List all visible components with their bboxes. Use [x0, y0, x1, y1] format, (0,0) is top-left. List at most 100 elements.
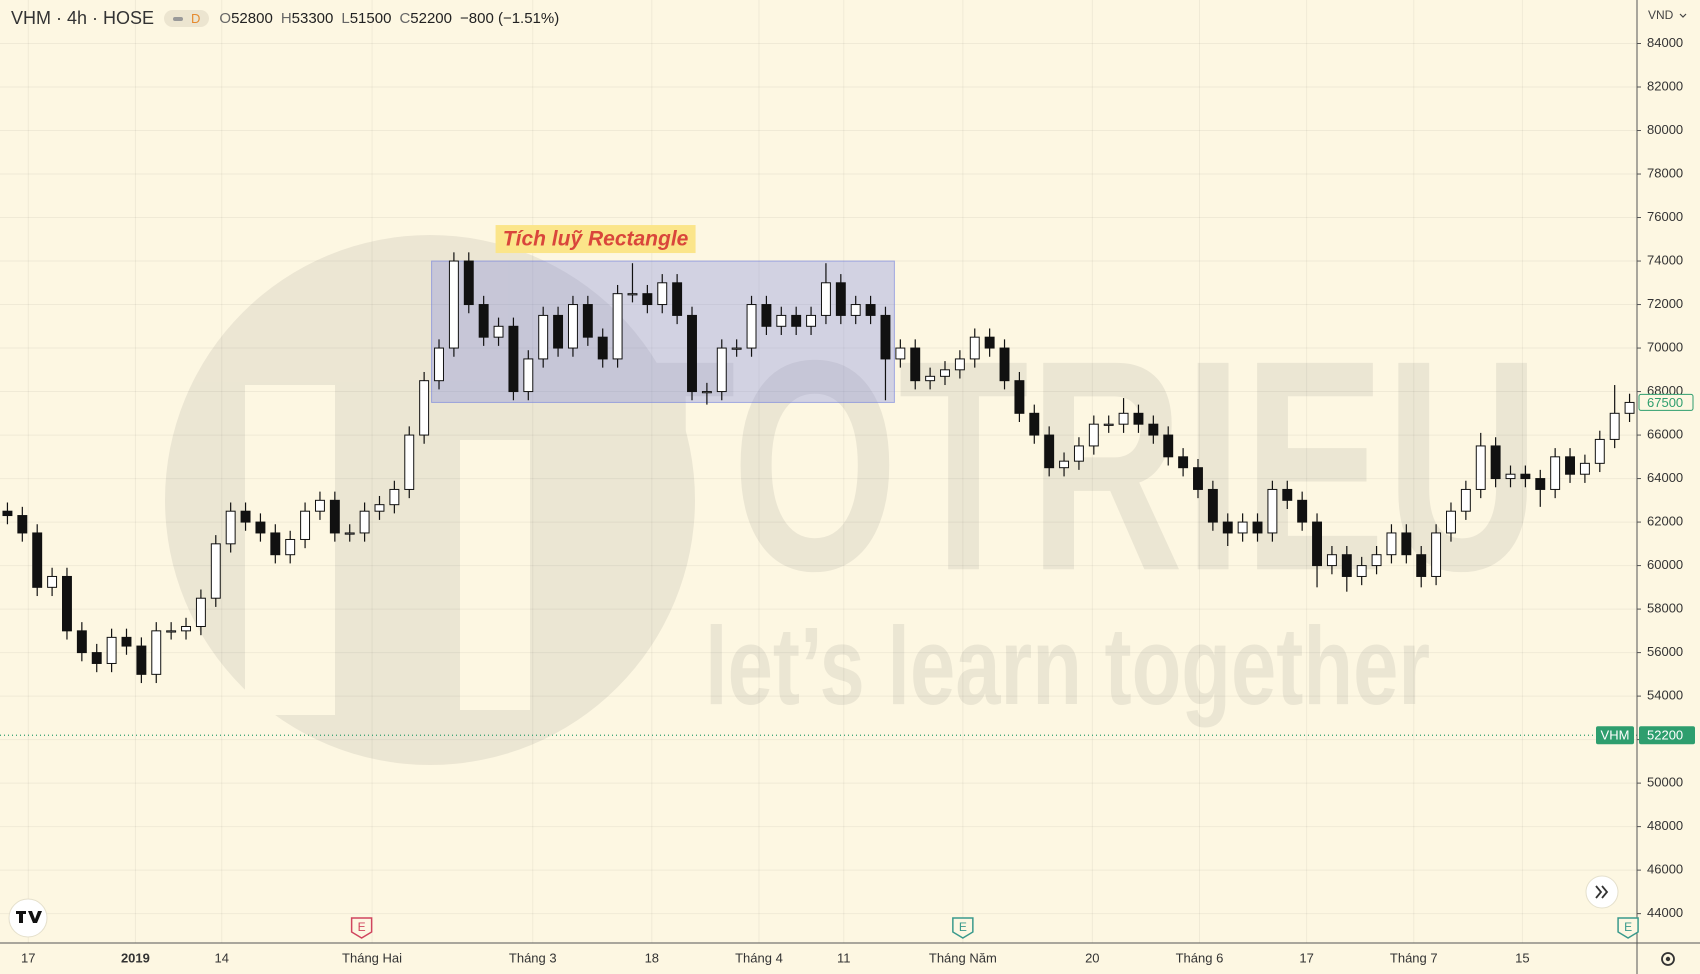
candle-body — [1148, 423, 1159, 436]
candle-body — [1401, 532, 1412, 556]
candle-body — [731, 347, 742, 350]
candle-body — [746, 304, 757, 349]
candle-body — [32, 532, 43, 588]
candle-body — [1371, 554, 1382, 567]
ohlc-key: H — [280, 10, 292, 27]
y-tick-label: 80000 — [1647, 122, 1683, 137]
candle-body — [1178, 456, 1189, 469]
currency: VND — [1648, 8, 1674, 22]
settings-icon-hub[interactable] — [1665, 956, 1671, 962]
price-line-value-bg — [1639, 726, 1695, 745]
x-tick-label: Tháng 6 — [1176, 950, 1224, 965]
candle-body — [47, 575, 58, 588]
event-label: E — [358, 920, 366, 934]
y-tick-label: 56000 — [1647, 644, 1683, 659]
candle-body — [1505, 473, 1516, 480]
candle-body — [1312, 521, 1323, 567]
candle-body — [1565, 456, 1575, 475]
ohlc-legend: O52800 H53300 L51500 C52200 −800 (−1.51%) — [219, 10, 559, 27]
settings-button[interactable] — [1661, 952, 1675, 966]
price-line-value: 52200 — [1647, 728, 1683, 743]
price-line-name: VHM — [1601, 728, 1630, 743]
candle-body — [895, 347, 906, 360]
x-tick-label: Tháng Năm — [929, 950, 997, 965]
candle-body — [419, 380, 430, 436]
candle-body — [1088, 423, 1099, 447]
ohlc-value: 51500 — [349, 10, 392, 27]
ohlc-item: L51500 — [341, 10, 391, 27]
event-label: E — [959, 920, 967, 934]
candle-body — [1535, 478, 1546, 490]
ohlc-value: 53300 — [291, 10, 334, 27]
x-tick-label: 15 — [1515, 950, 1529, 965]
candle-body — [597, 336, 608, 360]
candle-body — [820, 282, 831, 316]
candle-body — [657, 282, 668, 306]
candle-body — [1386, 532, 1397, 556]
candle-body — [166, 630, 177, 633]
x-tick-label: 20 — [1085, 950, 1099, 965]
tv-logo — [8, 898, 48, 938]
candle-body — [2, 510, 13, 517]
candle-body — [1446, 510, 1456, 534]
candle-body — [761, 304, 772, 327]
candle-body — [1103, 423, 1114, 426]
candle-body — [1059, 460, 1070, 469]
candle-body — [1431, 532, 1442, 577]
candle-body — [1207, 488, 1218, 523]
watermark-logo — [165, 235, 695, 765]
candle-body — [285, 538, 296, 556]
symbol: VHM · 4h · HOSE — [11, 8, 155, 28]
scroll-button-icon[interactable] — [1595, 885, 1609, 899]
candle-body — [1475, 445, 1486, 490]
event-marker — [952, 917, 974, 939]
y-tick-label: 54000 — [1647, 688, 1683, 703]
candle-body — [954, 358, 965, 371]
candle-body — [255, 521, 266, 534]
candle-body — [1222, 521, 1233, 534]
candle-body — [984, 336, 995, 349]
candle-body — [389, 488, 400, 506]
candle-body — [1282, 488, 1293, 501]
x-tick-label: Tháng 4 — [735, 950, 783, 965]
candle-body — [17, 515, 28, 534]
candle-body — [508, 325, 519, 393]
plot: Tích luỹ Rectangle — [0, 225, 1637, 736]
x-tick-label: Tháng 3 — [509, 950, 557, 965]
watermark-brand: TOTRIEU — [605, 297, 1540, 633]
x-tick-label: 11 — [837, 950, 851, 965]
x-tick-label: Tháng Hai — [342, 950, 402, 965]
candle-body — [1460, 488, 1471, 512]
header: VHM · 4h · HOSE D O52800 H53300 L51500 C522… — [11, 8, 559, 29]
candle-body — [374, 504, 385, 512]
candle-body — [344, 532, 355, 535]
candle-body — [300, 510, 311, 540]
candle-body — [835, 282, 846, 316]
candle-body — [91, 652, 102, 664]
settings-icon[interactable] — [1661, 952, 1675, 966]
y-tick-label: 76000 — [1647, 209, 1683, 224]
candle-body — [776, 314, 787, 327]
ohlc-change: −800 (−1.51%) — [460, 10, 560, 27]
candle-body — [523, 358, 534, 393]
ohlc-value: 52200 — [410, 10, 452, 27]
y-tick-label: 64000 — [1647, 470, 1683, 485]
candle-body — [1356, 565, 1367, 577]
badge[interactable]: D — [164, 10, 210, 27]
candle-body — [969, 336, 980, 360]
y-tick-label: 62000 — [1647, 514, 1683, 529]
scroll-button[interactable] — [1585, 875, 1619, 909]
x-tick-label: 14 — [215, 950, 229, 965]
candle-body — [925, 375, 936, 382]
candle-body — [463, 260, 474, 306]
candle-body — [493, 325, 504, 338]
badge-text: D — [191, 11, 201, 26]
candle-body — [1118, 412, 1129, 425]
candle-body — [538, 314, 549, 360]
candle-body — [1163, 434, 1174, 458]
candle-body — [642, 293, 653, 306]
y-tick-label: 60000 — [1647, 557, 1683, 572]
candle-body — [1416, 554, 1427, 577]
candle-body — [314, 499, 325, 512]
